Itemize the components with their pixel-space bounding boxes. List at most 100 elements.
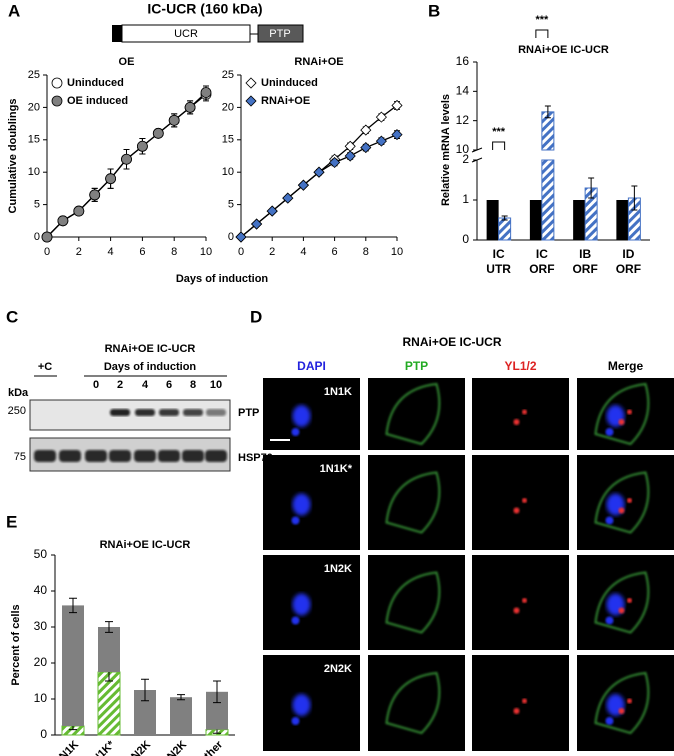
bar-segment bbox=[134, 690, 156, 735]
error-bar bbox=[141, 678, 149, 702]
basal-body bbox=[627, 698, 632, 704]
y-tick-label: 10 bbox=[456, 142, 470, 156]
blot-band bbox=[206, 409, 226, 416]
microscopy: RNAi+OE IC-UCR DAPI PTP YL1/2 Merge 1N1K 1N1K… bbox=[263, 335, 674, 751]
y-tick-label: 40 bbox=[34, 583, 48, 597]
x-tick-label: 4 bbox=[300, 246, 306, 258]
column-header: DAPI bbox=[297, 359, 326, 373]
bar bbox=[529, 200, 542, 240]
chart-title: RNAi+OE IC-UCR bbox=[518, 44, 609, 56]
bar-segment bbox=[206, 691, 228, 730]
y-tick-label: 15 bbox=[28, 134, 40, 146]
x-tick-label: IC bbox=[536, 247, 548, 261]
blot-lane-label: 6 bbox=[166, 379, 172, 391]
panel-letter: E bbox=[6, 512, 17, 531]
legend-label: Uninduced bbox=[67, 77, 124, 89]
blot-band bbox=[158, 450, 180, 462]
cell-outline bbox=[594, 382, 650, 446]
micrograph bbox=[263, 655, 360, 751]
basal-body bbox=[627, 409, 632, 415]
marker bbox=[391, 99, 403, 112]
marker bbox=[136, 140, 148, 152]
micrograph bbox=[577, 555, 674, 650]
marker bbox=[391, 129, 403, 141]
error-bar bbox=[213, 680, 221, 704]
column-header: Merge bbox=[608, 359, 644, 373]
x-tick-label: UTR bbox=[486, 262, 511, 276]
x-tick-label: ORF bbox=[572, 262, 597, 276]
y-tick-label: 12 bbox=[456, 113, 470, 127]
y-tick-label: 10 bbox=[222, 166, 234, 178]
x-tick-label: 1N1K* bbox=[86, 738, 118, 756]
y-tick-label: 0 bbox=[228, 231, 234, 243]
marker bbox=[57, 215, 69, 227]
marker bbox=[105, 173, 116, 185]
chart-title: RNAi+OE IC-UCR bbox=[100, 539, 191, 551]
legend-marker bbox=[51, 77, 63, 89]
y-tick-label: 10 bbox=[34, 691, 48, 705]
micrograph bbox=[472, 655, 569, 751]
legend-label: Uninduced bbox=[261, 77, 318, 89]
bar-segment bbox=[170, 697, 192, 735]
blot-band-label: PTP bbox=[238, 407, 259, 419]
construct-label: UCR bbox=[174, 28, 198, 40]
blot-unit: kDa bbox=[8, 387, 29, 399]
cell-outline bbox=[594, 671, 650, 735]
annotation: *** bbox=[535, 14, 549, 26]
x-tick-label: 2 bbox=[76, 246, 82, 258]
column-header: PTP bbox=[405, 359, 428, 373]
y-tick-label: 5 bbox=[228, 199, 234, 211]
nucleus bbox=[292, 593, 311, 616]
chart-title: OE bbox=[119, 56, 135, 68]
basal-body bbox=[513, 708, 520, 714]
micrograph bbox=[472, 455, 569, 550]
marker bbox=[168, 114, 180, 126]
micrograph bbox=[368, 455, 465, 550]
marker bbox=[282, 192, 294, 204]
micrograph bbox=[263, 555, 360, 650]
error-bar bbox=[177, 694, 185, 701]
y-tick-label: 14 bbox=[456, 84, 470, 98]
x-tick-label: 8 bbox=[171, 246, 177, 258]
kinetoplast bbox=[605, 717, 614, 725]
kinetoplast bbox=[291, 717, 300, 725]
y-tick-label: 5 bbox=[34, 199, 40, 211]
bar-segment bbox=[98, 627, 120, 672]
y-tick-label: 30 bbox=[34, 619, 48, 633]
blot-band bbox=[34, 450, 56, 462]
y-tick-label: 2 bbox=[462, 152, 469, 166]
y-tick-label: 20 bbox=[222, 101, 234, 113]
micrograph bbox=[577, 455, 674, 550]
x-tick-label: ORF bbox=[616, 262, 641, 276]
marker bbox=[360, 124, 372, 136]
blot-marker: 75 bbox=[14, 451, 26, 463]
y-tick-label: 0 bbox=[34, 231, 40, 243]
micrograph bbox=[577, 655, 674, 751]
marker bbox=[313, 166, 325, 178]
y-tick-label: 20 bbox=[28, 101, 40, 113]
x-tick-label: 2N2K bbox=[161, 739, 189, 756]
blot-band bbox=[110, 409, 130, 416]
y-tick-label: 15 bbox=[222, 134, 234, 146]
marker bbox=[329, 156, 341, 169]
bar bbox=[498, 217, 512, 241]
micrograph bbox=[368, 555, 465, 650]
marker bbox=[152, 127, 164, 139]
blot-band bbox=[109, 450, 131, 462]
marker bbox=[375, 111, 387, 123]
cell-outline bbox=[385, 571, 441, 634]
bar bbox=[541, 159, 555, 241]
error-bar bbox=[631, 185, 638, 211]
construct-title: IC-UCR (160 kDa) bbox=[147, 1, 262, 17]
y-tick-label: 25 bbox=[222, 69, 234, 81]
basal-body bbox=[513, 607, 520, 614]
marker bbox=[360, 142, 372, 154]
basal-body bbox=[627, 598, 632, 603]
micrograph bbox=[472, 378, 569, 450]
chart-title: RNAi+OE bbox=[294, 56, 343, 68]
marker bbox=[251, 218, 263, 230]
x-tick-label: IB bbox=[579, 247, 591, 261]
kinetoplast bbox=[605, 616, 614, 625]
basal-body bbox=[513, 419, 520, 425]
